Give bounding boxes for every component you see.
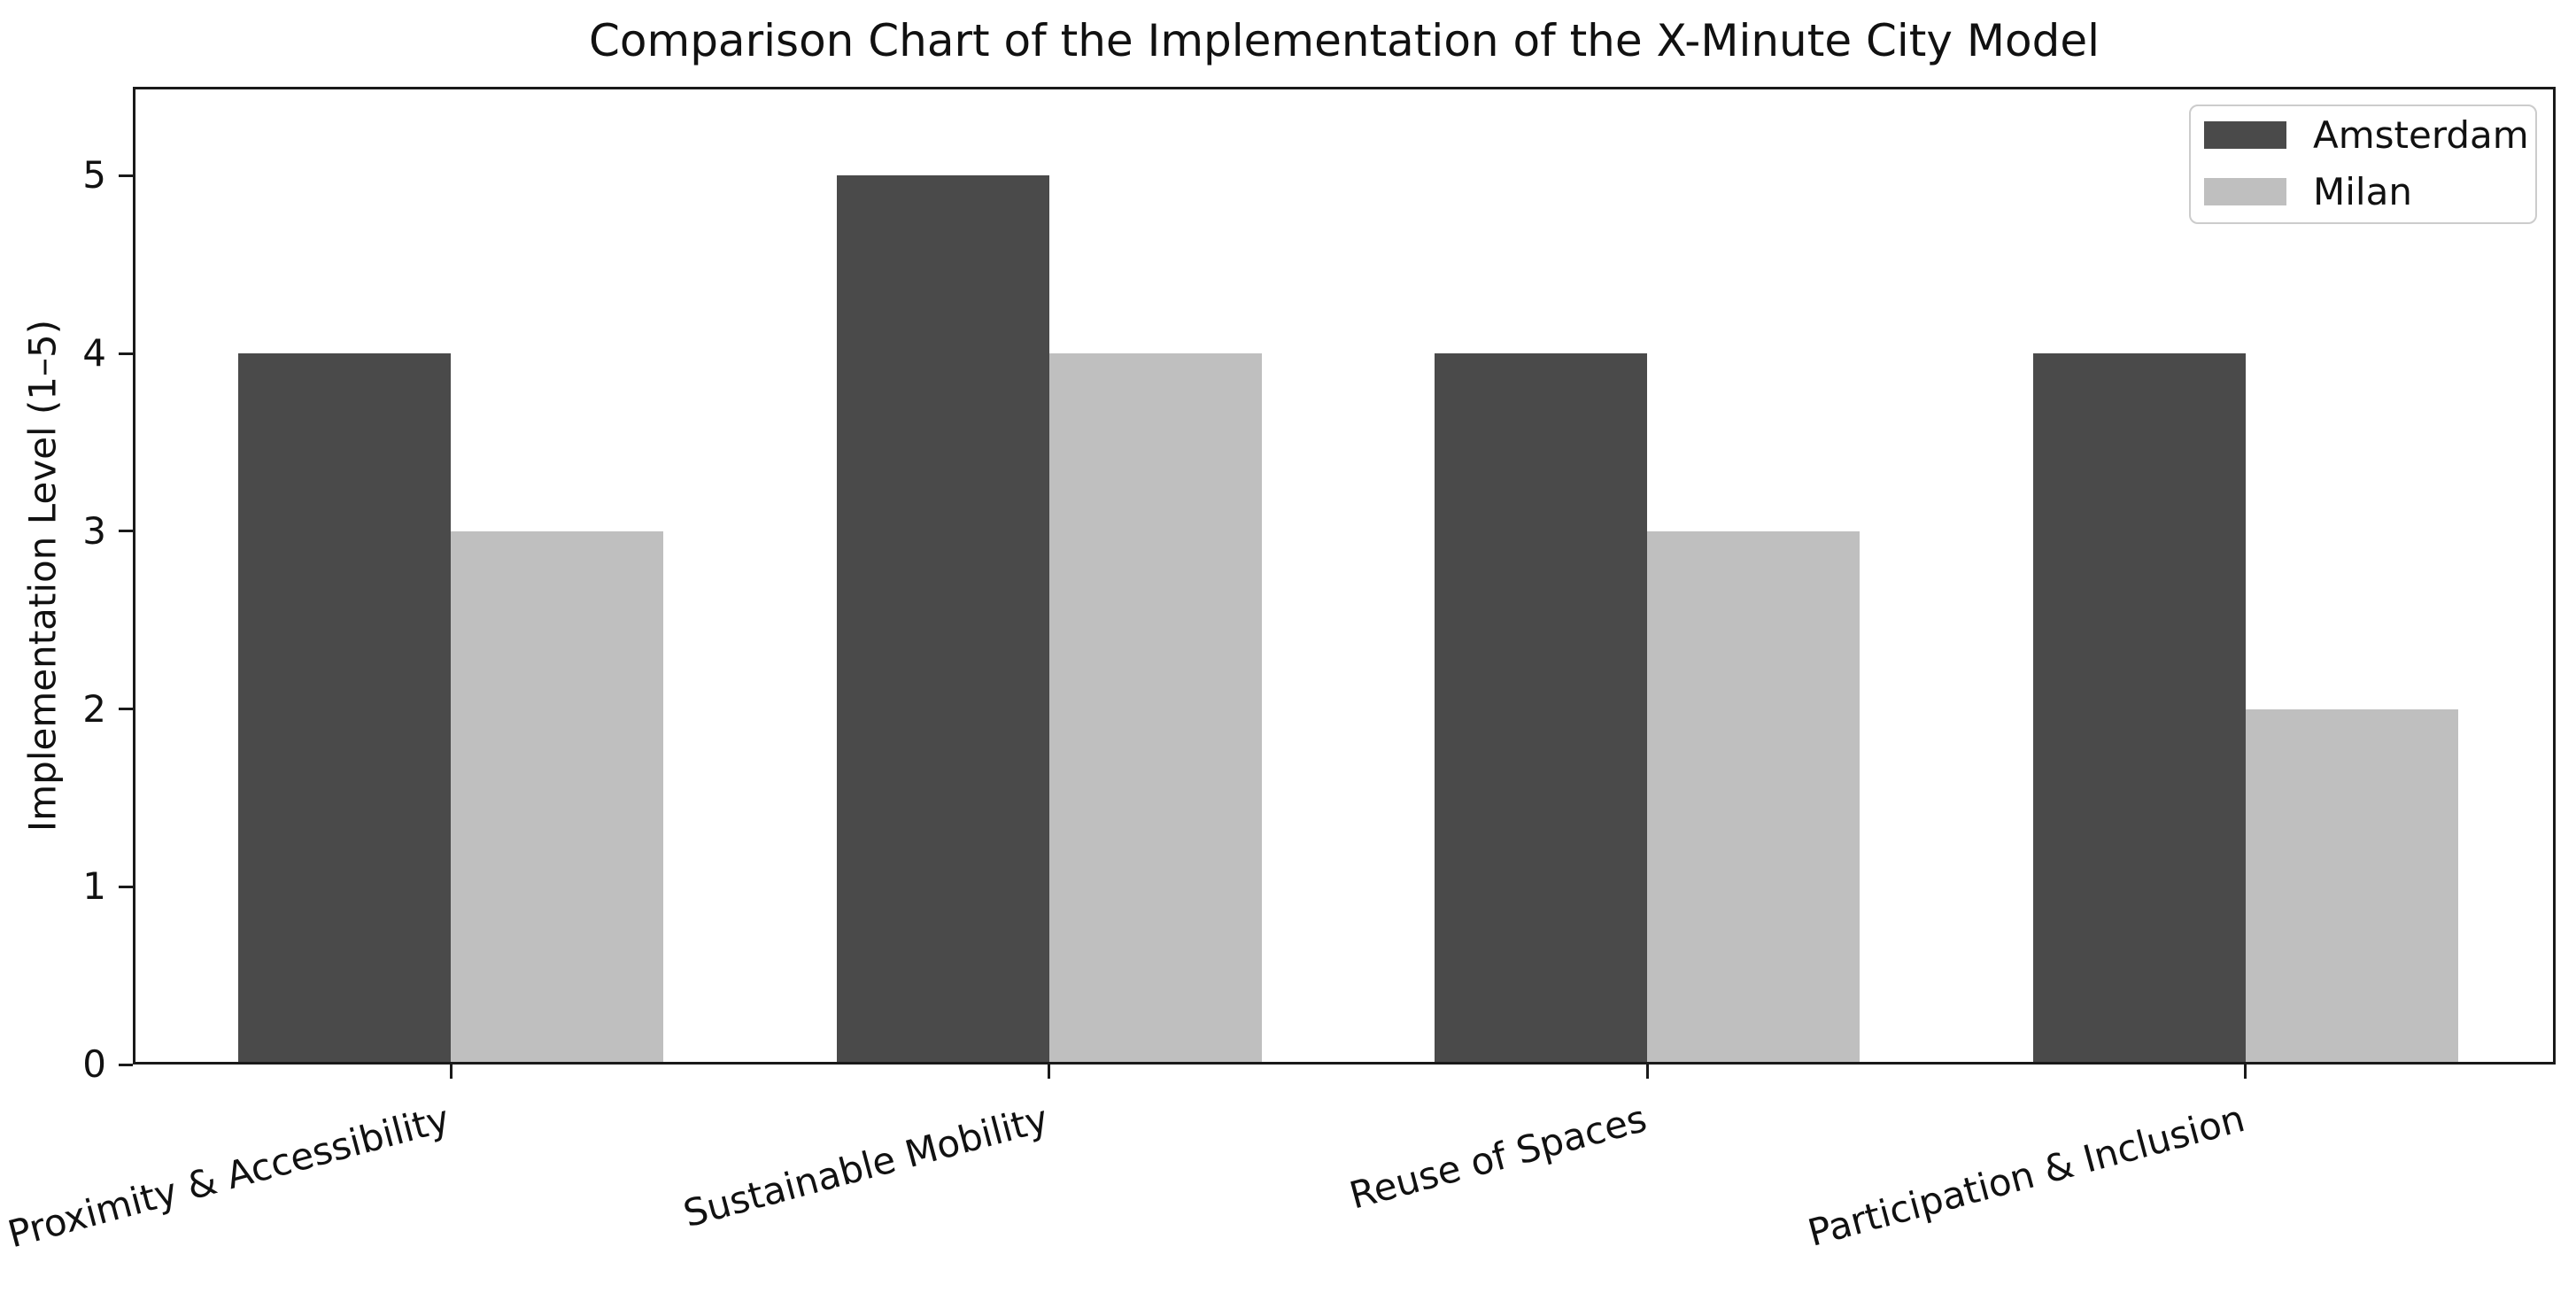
bar-amsterdam-2	[836, 175, 1049, 1065]
legend: Amsterdam Milan	[2189, 105, 2537, 224]
bar-milan-4	[2245, 708, 2458, 1065]
bar-amsterdam-3	[1435, 353, 1648, 1065]
plot-area-border	[133, 87, 2556, 1065]
legend-swatch-amsterdam	[2204, 121, 2286, 149]
chart-title: Comparison Chart of the Implementation o…	[588, 15, 2100, 66]
bar-milan-3	[1647, 530, 1860, 1065]
legend-item-milan: Milan	[2204, 173, 2535, 210]
legend-label-amsterdam: Amsterdam	[2313, 112, 2529, 157]
legend-item-amsterdam: Amsterdam	[2204, 116, 2535, 153]
bar-amsterdam-4	[2032, 353, 2246, 1065]
bar-milan-1	[451, 530, 663, 1065]
bar-milan-2	[1048, 353, 1262, 1065]
legend-swatch-milan	[2204, 178, 2286, 205]
legend-label-milan: Milan	[2313, 169, 2412, 213]
bar-amsterdam-1	[238, 353, 451, 1065]
